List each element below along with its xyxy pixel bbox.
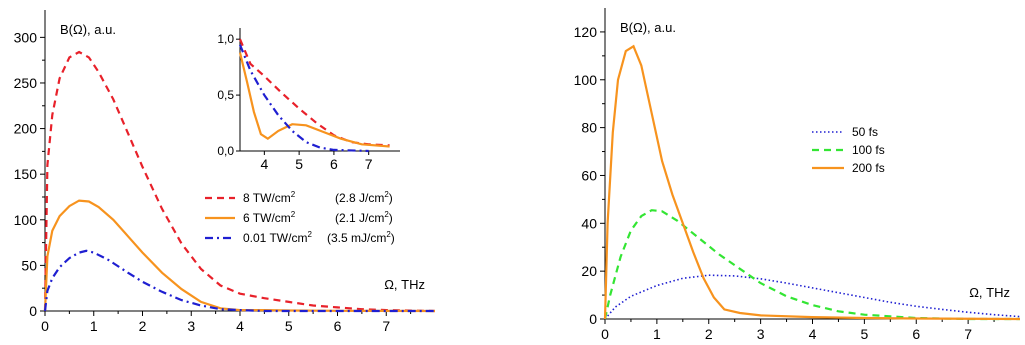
legend-extra-close: ) [389, 211, 393, 225]
y-tick-label: 60 [581, 167, 597, 183]
right-chart: 0 1 2 3 4 5 6 7 0 20 40 60 80 100 120 B(Ω), a.u. Ω, THz 5… [574, 8, 1021, 342]
legend-entry-2: 0.01 TW/cm2 [243, 230, 315, 245]
left-series-0-line [43, 50, 436, 313]
x-axis-label: Ω, THz [384, 277, 425, 292]
left-chart: 0 1 2 3 4 5 6 7 0 50 100 150 200 250 300 B(Ω), a.u. Ω, T… [14, 10, 436, 334]
x-tick-label: 1 [653, 326, 661, 342]
x-tick-label: 6 [334, 318, 342, 334]
legend-extra-sup: 2 [386, 230, 391, 239]
x-tick-label: 3 [187, 318, 195, 334]
x-tick-label: 4 [236, 318, 244, 334]
legend-extra-close: ) [391, 231, 395, 245]
legend-name: 8 TW/cm [243, 191, 291, 205]
inset-x-tick-label: 6 [330, 156, 338, 172]
legend-extra-sup: 2 [384, 190, 389, 199]
y-tick-label: 80 [581, 120, 597, 136]
inset-y-tick-label: 0,5 [217, 88, 234, 102]
y-tick-label: 100 [574, 72, 598, 88]
legend-sup: 2 [307, 230, 312, 239]
inset-series-1-line [238, 52, 390, 148]
legend-entry-1: 100 fs [852, 143, 885, 157]
x-tick-label: 3 [757, 326, 765, 342]
legend-extra-text: (3.5 mJ/cm [327, 231, 386, 245]
inset-chart: 4 5 6 7 0,0 0,5 1,0 [217, 28, 400, 172]
legend-extra-0: (2.8 J/cm2) [335, 190, 393, 205]
y-axis-label: B(Ω), a.u. [60, 22, 116, 37]
legend-entry-2: 200 fs [852, 161, 885, 175]
y-tick-label: 250 [14, 75, 38, 91]
x-tick-label: 2 [705, 326, 713, 342]
right-series-1-line [603, 209, 1020, 321]
y-tick-label: 200 [14, 121, 38, 137]
y-tick-label: 40 [581, 215, 597, 231]
x-tick-label: 0 [601, 326, 609, 342]
x-tick-label: 7 [382, 318, 390, 334]
y-tick-label: 0 [29, 303, 37, 319]
y-tick-label: 300 [14, 29, 38, 45]
y-tick-label: 100 [14, 212, 38, 228]
y-tick-label: 150 [14, 166, 38, 182]
legend-entry-0: 8 TW/cm2 [243, 190, 299, 205]
inset-x-tick-label: 5 [295, 156, 303, 172]
x-tick-label: 2 [139, 318, 147, 334]
x-tick-label: 5 [285, 318, 293, 334]
legend-space [295, 211, 298, 225]
x-tick-label: 1 [90, 318, 98, 334]
x-tick-label: 7 [964, 326, 972, 342]
left-series-2-line [43, 249, 435, 313]
y-axis-label: B(Ω), a.u. [620, 20, 676, 35]
x-tick-label: 6 [912, 326, 920, 342]
legend-sup: 2 [291, 210, 296, 219]
x-tick-label: 5 [860, 326, 868, 342]
legend-space [295, 191, 298, 205]
legend-extra-sup: 2 [384, 210, 389, 219]
legend-extra-2: (3.5 mJ/cm2) [327, 230, 395, 245]
y-tick-label: 0 [589, 311, 597, 327]
x-tick-label: 4 [809, 326, 817, 342]
inset-series-2-line [238, 44, 369, 153]
inset-x-tick-label: 7 [365, 156, 373, 172]
legend-extra-text: (2.8 J/cm [335, 191, 384, 205]
y-tick-label: 120 [574, 24, 598, 40]
right-series-0-line [604, 274, 1021, 320]
x-axis-label: Ω, THz [969, 285, 1010, 300]
legend-entry-1: 6 TW/cm2 [243, 210, 299, 225]
legend-name: 6 TW/cm [243, 211, 291, 225]
inset-x-tick-label: 4 [260, 156, 268, 172]
left-series-1-line [43, 199, 436, 313]
inset-y-tick-label: 1,0 [217, 32, 234, 46]
legend-extra-text: (2.1 J/cm [335, 211, 384, 225]
legend-space [312, 231, 315, 245]
y-tick-label: 20 [581, 263, 597, 279]
legend-entry-0: 50 fs [852, 125, 878, 139]
y-tick-label: 50 [21, 257, 37, 273]
x-tick-label: 0 [41, 318, 49, 334]
legend-sup: 2 [291, 190, 296, 199]
legend-name: 0.01 TW/cm [243, 231, 307, 245]
legend-extra-1: (2.1 J/cm2) [335, 210, 393, 225]
legend-extra-close: ) [389, 191, 393, 205]
inset-y-tick-label: 0,0 [217, 144, 234, 158]
right-series-2-line [603, 44, 1021, 321]
